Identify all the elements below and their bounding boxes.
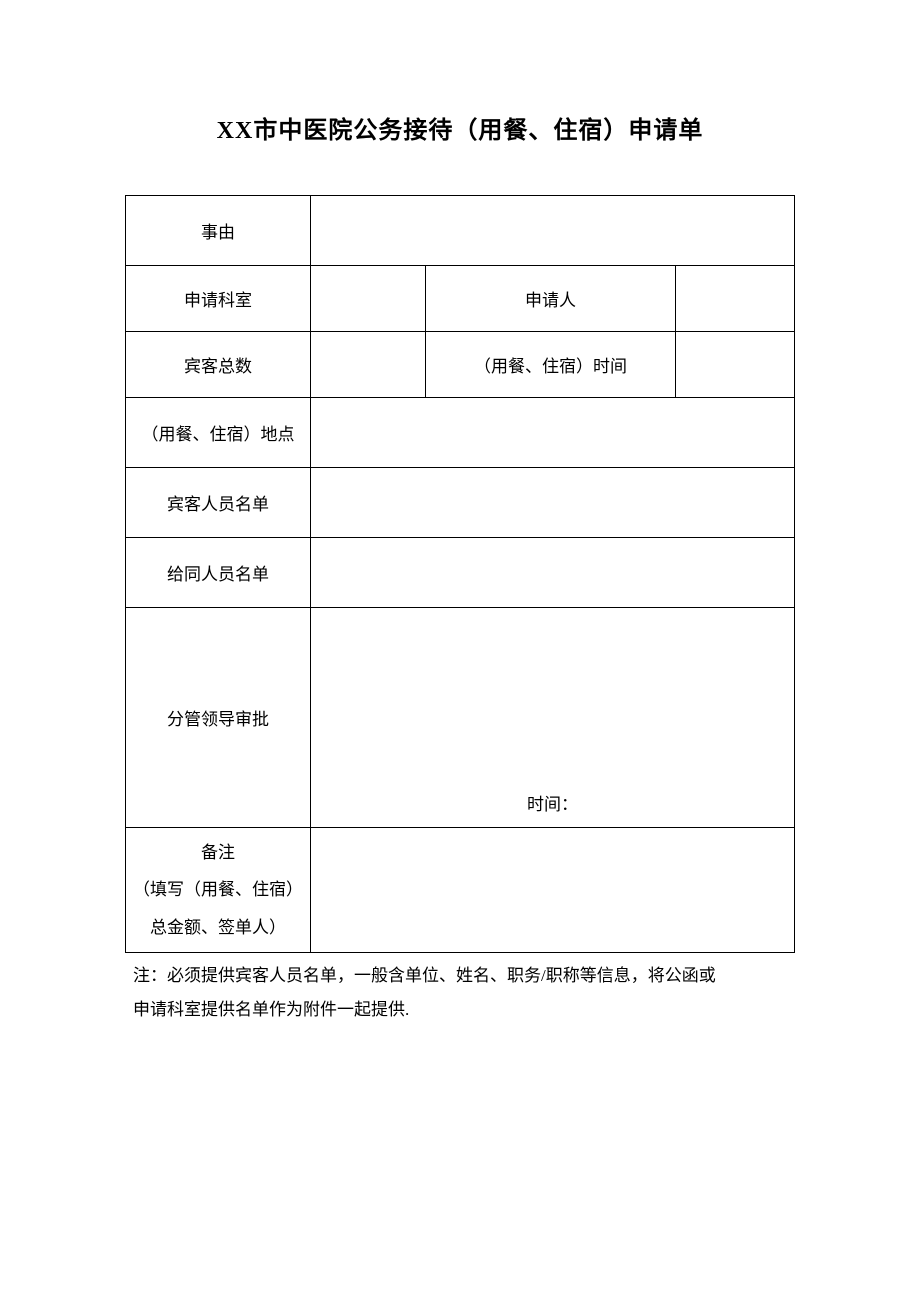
table-row: 给同人员名单 (126, 538, 795, 608)
footer-note-line2: 申请科室提供名单作为附件一起提供. (133, 993, 795, 1027)
applicant-value (676, 266, 795, 332)
table-row: 事由 (126, 196, 795, 266)
applicant-label: 申请人 (426, 266, 676, 332)
guest-list-label: 宾客人员名单 (126, 468, 311, 538)
approval-value-cell: 时间： (311, 608, 795, 828)
location-value (311, 398, 795, 468)
table-row: 宾客人员名单 (126, 468, 795, 538)
footer-note-line1: 注：必须提供宾客人员名单，一般含单位、姓名、职务/职称等信息，将公函或 (133, 959, 795, 993)
dining-time-label: （用餐、住宿）时间 (426, 332, 676, 398)
accompany-list-label: 给同人员名单 (126, 538, 311, 608)
guest-count-value (311, 332, 426, 398)
page-container: XX市中医院公务接待（用餐、住宿）申请单 事由 申请科室 申请人 宾客总数 （用… (0, 0, 920, 1027)
accompany-list-value (311, 538, 795, 608)
guest-list-value (311, 468, 795, 538)
reason-label: 事由 (126, 196, 311, 266)
guest-count-label: 宾客总数 (126, 332, 311, 398)
table-row: 备注 （填写（用餐、住宿） 总金额、签单人） (126, 828, 795, 953)
notes-label-line2: （填写（用餐、住宿） (126, 871, 310, 908)
table-row: 宾客总数 （用餐、住宿）时间 (126, 332, 795, 398)
dining-time-value (676, 332, 795, 398)
department-value (311, 266, 426, 332)
form-title: XX市中医院公务接待（用餐、住宿）申请单 (125, 110, 795, 145)
approval-time-label: 时间： (527, 790, 578, 815)
table-row: 申请科室 申请人 (126, 266, 795, 332)
approval-label: 分管领导审批 (126, 608, 311, 828)
table-row: 分管领导审批 时间： (126, 608, 795, 828)
application-form-table: 事由 申请科室 申请人 宾客总数 （用餐、住宿）时间 （用餐、住宿）地点 宾客人… (125, 195, 795, 953)
reason-value (311, 196, 795, 266)
footer-note: 注：必须提供宾客人员名单，一般含单位、姓名、职务/职称等信息，将公函或 申请科室… (125, 959, 795, 1027)
department-label: 申请科室 (126, 266, 311, 332)
location-label: （用餐、住宿）地点 (126, 398, 311, 468)
notes-label-line1: 备注 (126, 834, 310, 871)
notes-label-line3: 总金额、签单人） (126, 909, 310, 946)
notes-label-cell: 备注 （填写（用餐、住宿） 总金额、签单人） (126, 828, 311, 953)
notes-value (311, 828, 795, 953)
table-row: （用餐、住宿）地点 (126, 398, 795, 468)
